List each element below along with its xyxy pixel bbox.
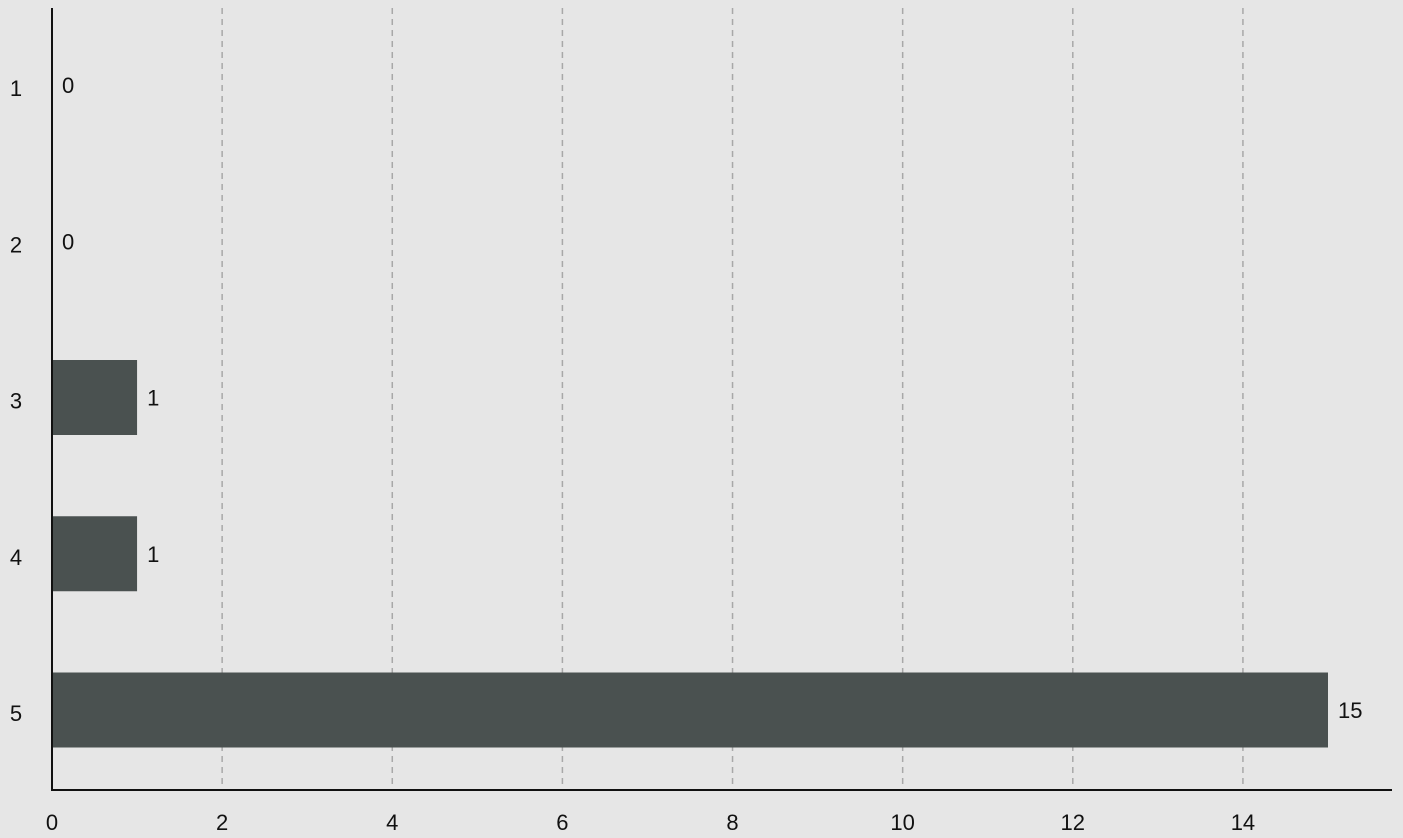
data-labels: 0 0 1 1 15 [62,73,1362,723]
x-tick-label: 4 [386,810,398,835]
y-category-label: 4 [10,545,22,570]
y-category-label: 5 [10,701,22,726]
x-tick-label: 6 [556,810,568,835]
y-category-label: 2 [10,232,22,257]
data-label: 0 [62,73,74,98]
bar-3 [52,360,138,435]
data-label: 1 [147,386,159,411]
x-tick-label: 0 [46,810,58,835]
x-tick-label: 8 [726,810,738,835]
x-tick-label: 10 [890,810,914,835]
y-category-label: 3 [10,389,22,414]
x-tick-label: 2 [216,810,228,835]
y-category-label: 1 [10,76,22,101]
bar-5 [52,672,1328,748]
x-tick-label: 12 [1061,810,1085,835]
bars [52,360,1328,748]
data-label: 1 [147,542,159,567]
grid-lines [221,8,1244,790]
data-label: 15 [1338,698,1362,723]
data-label: 0 [62,229,74,254]
x-tick-label: 14 [1231,810,1255,835]
bar-4 [52,516,138,592]
